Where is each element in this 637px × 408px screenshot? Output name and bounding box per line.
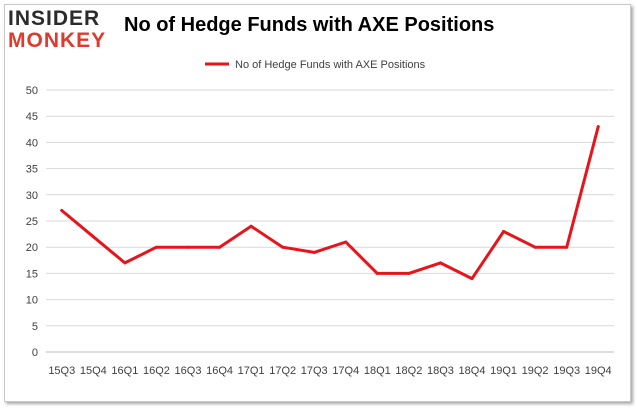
data-point <box>438 261 442 265</box>
chart-title: No of Hedge Funds with AXE Positions <box>124 14 495 36</box>
x-tick-label: 16Q3 <box>175 365 202 377</box>
y-tick-label: 15 <box>26 268 38 280</box>
x-tick-label: 17Q4 <box>332 365 359 377</box>
x-tick-label: 18Q2 <box>395 365 422 377</box>
data-point <box>565 245 569 249</box>
x-tick-label: 18Q1 <box>364 365 391 377</box>
y-tick-label: 35 <box>26 164 38 176</box>
data-point <box>344 240 348 244</box>
chart-frame <box>4 4 631 402</box>
data-point <box>502 229 506 233</box>
x-tick-label: 17Q3 <box>301 365 328 377</box>
y-tick-label: 0 <box>32 347 38 359</box>
data-point <box>186 245 190 249</box>
x-tick-label: 19Q1 <box>490 365 517 377</box>
data-point <box>533 245 537 249</box>
y-axis-ticks: 0 5 10 15 20 25 30 35 40 45 50 <box>26 85 38 359</box>
x-tick-label: 18Q3 <box>427 365 454 377</box>
x-tick-label: 17Q2 <box>269 365 296 377</box>
y-tick-label: 20 <box>26 242 38 254</box>
data-point <box>249 224 253 228</box>
legend: No of Hedge Funds with AXE Positions <box>205 59 426 71</box>
data-point <box>60 209 64 213</box>
data-point <box>154 245 158 249</box>
x-tick-label: 15Q4 <box>80 365 107 377</box>
data-point <box>281 245 285 249</box>
y-tick-label: 30 <box>26 190 38 202</box>
x-tick-label: 19Q4 <box>585 365 612 377</box>
data-point <box>123 261 127 265</box>
data-point <box>312 250 316 254</box>
y-tick-label: 10 <box>26 295 38 307</box>
y-tick-label: 50 <box>26 85 38 97</box>
series-line <box>60 125 600 281</box>
x-tick-label: 16Q1 <box>111 365 138 377</box>
x-axis-ticks: 15Q3 15Q4 16Q1 16Q2 16Q3 16Q4 17Q1 17Q2 17Q3 17Q4… <box>48 365 611 377</box>
x-tick-label: 17Q1 <box>238 365 265 377</box>
y-tick-label: 5 <box>32 321 38 333</box>
insider-monkey-logo: INSIDER MONKEY <box>8 8 118 54</box>
data-point <box>596 125 600 129</box>
logo-line-1: INSIDER <box>8 7 101 30</box>
y-tick-label: 45 <box>26 111 38 123</box>
series-layer <box>60 125 600 281</box>
y-tick-label: 40 <box>26 137 38 149</box>
logo-line-2: MONKEY <box>8 29 107 52</box>
x-tick-label: 19Q3 <box>553 365 580 377</box>
x-tick-label: 19Q2 <box>522 365 549 377</box>
data-point <box>375 271 379 275</box>
data-point <box>91 235 95 239</box>
x-tick-label: 16Q2 <box>143 365 170 377</box>
data-point <box>407 271 411 275</box>
x-tick-label: 15Q3 <box>48 365 75 377</box>
y-tick-label: 25 <box>26 216 38 228</box>
gridlines <box>46 89 614 353</box>
data-point <box>470 277 474 281</box>
data-point <box>218 245 222 249</box>
legend-label: No of Hedge Funds with AXE Positions <box>235 59 426 71</box>
x-tick-label: 18Q4 <box>459 365 486 377</box>
x-tick-label: 16Q4 <box>206 365 233 377</box>
